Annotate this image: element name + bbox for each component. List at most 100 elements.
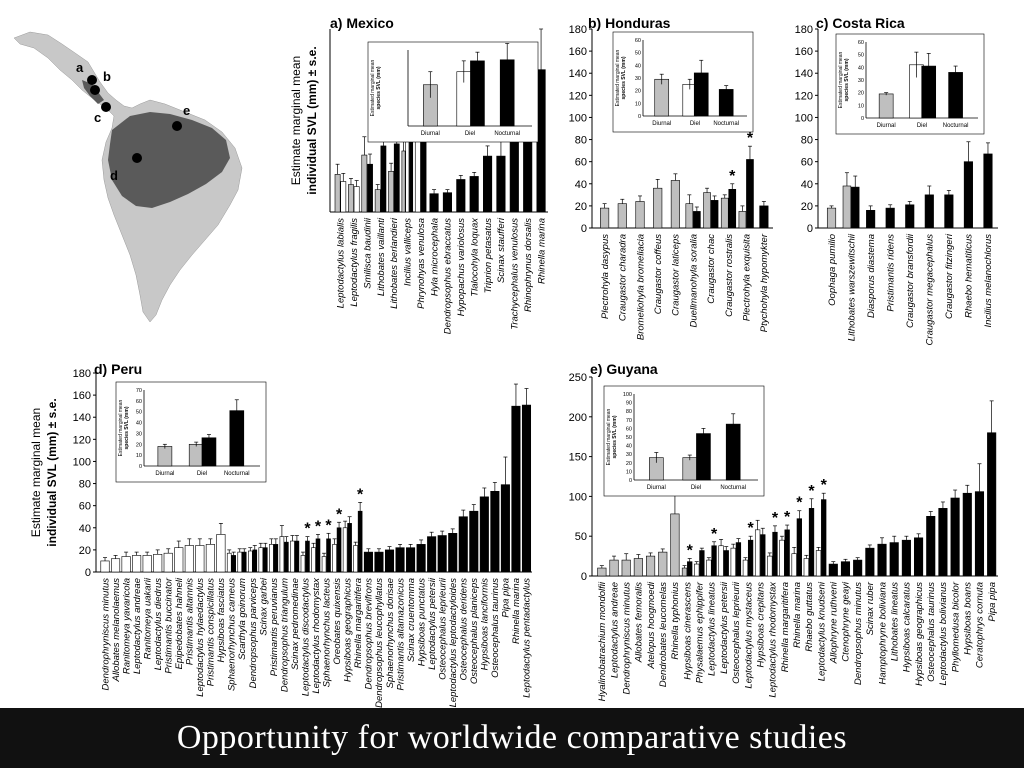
category-label: Leptodactylus fragilis	[349, 218, 360, 307]
category-label: Dendrophryniscus minutus	[621, 582, 632, 695]
bar	[420, 135, 427, 213]
bar	[670, 513, 680, 577]
category-label: Scarthyla goinorum	[237, 578, 248, 660]
category-label: Ptychohyla hypomykter	[759, 233, 770, 332]
y-axis-label-1: Estimate marginal mean	[289, 56, 303, 185]
significance-star: *	[821, 477, 828, 494]
bar	[738, 211, 747, 229]
inset-x-label: Nocturnal	[713, 121, 739, 127]
bar	[142, 555, 152, 573]
figure-svg: a b c e d a) Mexico Estimate marginal mea…	[13, 15, 998, 708]
category-label: Ceratophrys cornuta	[975, 582, 986, 668]
inset-y-tick-label: 30	[136, 431, 142, 437]
bar	[442, 192, 452, 213]
bar	[699, 550, 705, 577]
inset-chart-e: 0 10 20 30 40 50 60 70 80 90 100 Estimated marginal…	[603, 385, 765, 497]
category-label: Leptodactylus rhodomystax	[311, 577, 322, 694]
category-label: Hypsiboas cinerascens	[682, 582, 693, 680]
category-label: Hypsiboas crepitans	[755, 582, 766, 668]
bar	[374, 551, 384, 573]
bar	[694, 563, 700, 577]
category-label: Pristimantis altamnis	[185, 578, 196, 665]
significance-star: *	[747, 520, 754, 537]
bar	[723, 550, 729, 577]
caption-bar: Opportunity for worldwide comparative st…	[0, 708, 1024, 768]
bar	[374, 189, 381, 213]
y-tick-label: 200	[569, 412, 587, 424]
bar	[241, 551, 247, 573]
chart-panel-b: b) Honduras020406080100120140160180Plect…	[569, 15, 773, 340]
bar	[950, 497, 960, 577]
category-label: Sphaenorhynchus carneus	[227, 578, 238, 691]
inset-ylabel-1: Estimated marginal mean	[838, 51, 844, 108]
significance-star: *	[687, 542, 694, 559]
bar	[321, 556, 327, 573]
bar	[754, 529, 761, 577]
category-label: Ranitomeya yavaricola	[121, 578, 132, 674]
y-tick-label: 250	[569, 372, 587, 384]
category-label: Rhinella marina	[536, 218, 547, 284]
inset-y-tick-label: 70	[136, 388, 142, 394]
chart-panel-e: e) Guyana050100150200250Hyalinobatrachiu…	[569, 361, 998, 701]
bar	[248, 550, 253, 573]
bar	[821, 499, 827, 577]
bar	[924, 194, 934, 229]
y-tick-label: 160	[73, 390, 91, 402]
category-label: Dendropsophus minutus	[853, 582, 864, 685]
y-tick-label: 0	[807, 223, 813, 235]
y-tick-label: 60	[79, 501, 91, 513]
y-tick-label: 150	[569, 452, 587, 464]
category-label: Leptodactylus andreae	[609, 582, 620, 678]
bar	[635, 201, 645, 229]
category-label: Hypsiboas fasciatus	[216, 578, 227, 663]
bar	[153, 554, 163, 573]
inset-y-tick-label: 40	[858, 65, 864, 71]
map-marker-a	[87, 75, 97, 85]
inset-x-label: Diurnal	[652, 121, 671, 127]
bar	[759, 205, 769, 229]
category-label: Scinax cruentomma	[406, 578, 417, 662]
category-label: Dendropsophus triangulum	[279, 578, 290, 692]
category-label: Tlalocohyla loquax	[469, 217, 480, 297]
inset-y-tick-label: 70	[626, 418, 632, 424]
bar	[100, 560, 110, 573]
inset-bar	[718, 89, 734, 117]
category-label: Incilius melanochlorus	[983, 234, 994, 328]
bar	[803, 558, 809, 577]
inset-y-tick-label: 20	[136, 442, 142, 448]
bar	[500, 484, 510, 573]
inset-frame	[612, 31, 754, 133]
bar	[962, 492, 972, 577]
bar	[294, 540, 300, 573]
category-label: Phyllomedusa bicolor	[950, 581, 961, 672]
category-label: Epipedobates hahneli	[174, 577, 185, 669]
category-label: Craugastor charadra	[618, 234, 629, 321]
latin-america-map: a b c e d	[13, 31, 243, 323]
bar	[437, 535, 447, 573]
significance-star: *	[808, 483, 815, 500]
category-label: Craugastor rostralis	[724, 234, 735, 317]
category-label: Leptodactylus hylaedactylus	[195, 578, 206, 697]
bar	[687, 561, 693, 577]
category-label: Lithobates berlandieri	[389, 217, 400, 309]
category-label: Atelopus hoogmoedi	[646, 581, 657, 670]
inset-bar	[157, 446, 173, 467]
bar	[132, 555, 142, 573]
bar	[205, 544, 215, 573]
inset-chart-b: 0 10 20 30 40 50 60 Estimated marginal mean spec…	[612, 31, 754, 133]
slide-caption: Opportunity for worldwide comparative st…	[176, 719, 848, 756]
bar	[469, 510, 479, 573]
map-forest	[108, 112, 230, 208]
category-label: Lithobates warszewitschii	[846, 233, 857, 341]
category-label: Sphaenorhynchus lacteus	[322, 578, 333, 688]
inset-y-tick-label: 10	[635, 101, 641, 107]
category-label: Pipa pipa	[987, 582, 998, 622]
inset-y-tick-label: 40	[635, 63, 641, 69]
inset-x-label: Diel	[465, 131, 475, 137]
bar	[796, 518, 802, 577]
category-label: Scinax pedromedinae	[290, 578, 301, 670]
category-label: Scinax ruber	[865, 581, 876, 635]
bar	[479, 496, 489, 573]
bar	[111, 558, 121, 573]
inset-x-label: Diurnal	[155, 471, 174, 477]
